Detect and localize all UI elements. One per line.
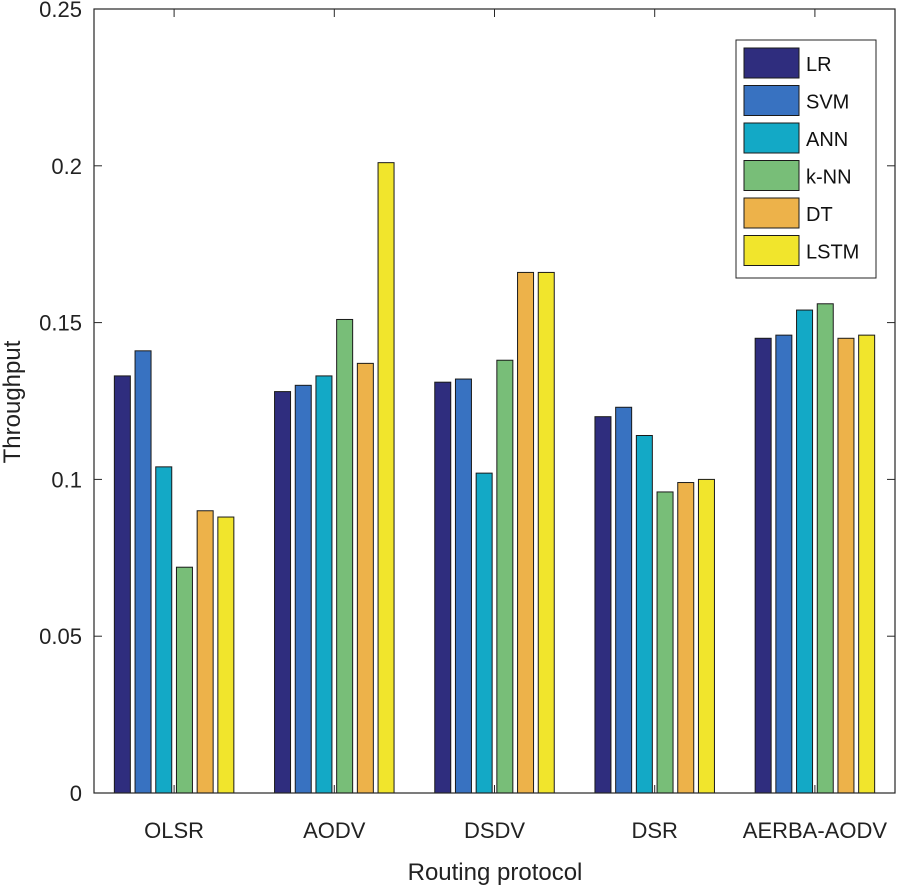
- y-axis-label: Throughput: [0, 340, 26, 463]
- legend: LR SVM ANN k-NN DT LSTM: [735, 39, 877, 279]
- x-tick-label: AODV: [303, 818, 366, 843]
- y-tick-label: 0: [70, 781, 82, 806]
- y-tick-label: 0.25: [39, 0, 82, 22]
- bar-dsr-svm: [615, 406, 633, 794]
- bar-dsdv-ann: [475, 472, 493, 794]
- x-tick-label: AERBA-AODV: [743, 818, 888, 843]
- legend-swatch-svm: [743, 85, 800, 116]
- legend-label-dt: DT: [806, 204, 833, 226]
- bar-olsr-lr: [113, 375, 131, 794]
- y-axis-ticks: 0 0.05 0.1 0.15 0.2 0.25: [39, 0, 895, 806]
- bar-aerba-aodv-lstm: [858, 334, 876, 794]
- bar-aodv-svm: [294, 384, 312, 794]
- bar-aodv-ann: [315, 375, 333, 794]
- y-tick-label: 0.15: [39, 311, 82, 336]
- bar-olsr-ann: [155, 466, 173, 794]
- bar-aodv-lstm: [377, 162, 395, 794]
- legend-swatch-dt: [743, 197, 800, 229]
- x-tick-label: DSR: [631, 818, 677, 843]
- legend-swatch-lstm: [743, 235, 800, 266]
- bar-aerba-aodv-k-nn: [816, 303, 834, 794]
- bar-aodv-k-nn: [336, 318, 354, 794]
- x-tick-label: OLSR: [144, 818, 204, 843]
- bar-dsdv-k-nn: [496, 359, 514, 794]
- bar-aerba-aodv-svm: [775, 334, 793, 794]
- legend-swatch-k-nn: [743, 160, 800, 191]
- bar-olsr-lstm: [217, 516, 235, 794]
- y-tick-label: 0.1: [51, 467, 82, 492]
- bar-dsdv-lstm: [537, 271, 555, 794]
- x-axis-label: Routing protocol: [408, 859, 583, 886]
- legend-label-svm: SVM: [806, 92, 849, 114]
- bar-dsr-lstm: [697, 478, 715, 794]
- legend-label-lr: LR: [806, 54, 832, 76]
- bar-aerba-aodv-ann: [796, 309, 814, 794]
- bar-olsr-svm: [134, 350, 152, 794]
- legend-label-ann: ANN: [806, 129, 848, 151]
- legend-label-k-nn: k-NN: [806, 167, 852, 189]
- legend-label-lstm: LSTM: [806, 242, 859, 264]
- bar-olsr-k-nn: [175, 566, 193, 794]
- legend-swatch-ann: [743, 122, 800, 154]
- legend-swatch-lr: [743, 47, 800, 79]
- bar-aerba-aodv-dt: [837, 337, 855, 794]
- bar-dsr-ann: [635, 434, 653, 794]
- bar-dsr-k-nn: [656, 491, 674, 794]
- x-tick-label: DSDV: [464, 818, 525, 843]
- bar-dsr-dt: [677, 482, 695, 794]
- x-axis-ticks: OLSR AODV DSDV DSR AERBA-AODV: [144, 9, 887, 843]
- bars-group: [113, 162, 876, 794]
- y-tick-label: 0.05: [39, 624, 82, 649]
- bar-aodv-lr: [274, 391, 292, 794]
- bar-dsdv-dt: [517, 271, 535, 794]
- bar-dsdv-svm: [454, 378, 472, 794]
- bar-aerba-aodv-lr: [754, 337, 772, 794]
- y-tick-label: 0.2: [51, 154, 82, 179]
- bar-dsr-lr: [594, 416, 612, 794]
- bar-aodv-dt: [356, 362, 374, 794]
- bar-dsdv-lr: [434, 381, 452, 794]
- bar-olsr-dt: [196, 510, 214, 794]
